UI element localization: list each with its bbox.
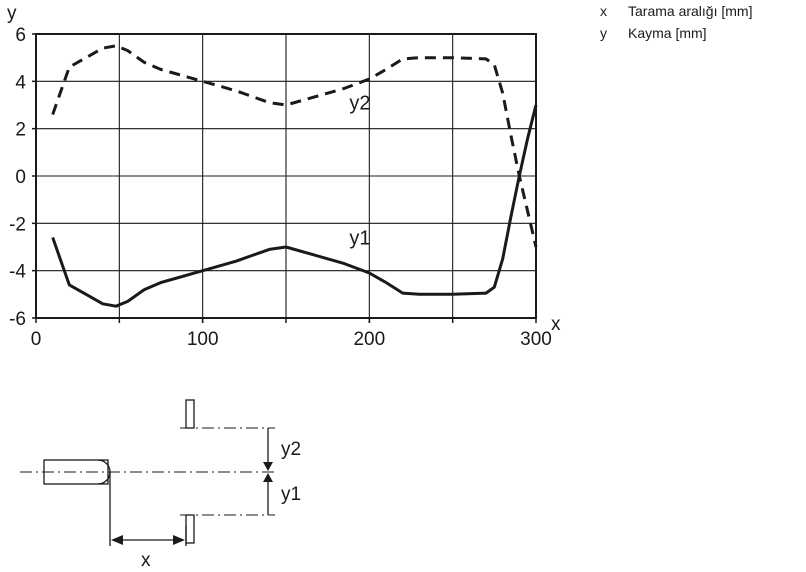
x-tick-label: 300 bbox=[520, 329, 552, 350]
y-tick-label: 0 bbox=[15, 167, 26, 188]
y-tick-label: 2 bbox=[15, 120, 26, 141]
y-tick-label: -6 bbox=[9, 309, 26, 330]
legend: x Tarama aralığı [mm] y Kayma [mm] bbox=[600, 0, 752, 44]
y2-arrowhead bbox=[263, 462, 273, 471]
legend-text: Kayma [mm] bbox=[628, 25, 707, 41]
upper-plate bbox=[185, 399, 195, 429]
y-tick-label: 6 bbox=[15, 25, 26, 46]
y-tick-label: -4 bbox=[9, 262, 26, 283]
y-axis-label: y bbox=[7, 3, 17, 24]
diagram-y1-label: y1 bbox=[281, 484, 301, 505]
series-label-y2: y2 bbox=[349, 93, 370, 115]
series-line-y1 bbox=[51, 104, 538, 308]
legend-item-y: y Kayma [mm] bbox=[600, 22, 752, 44]
chart-series bbox=[51, 44, 538, 308]
x-tick-label: 0 bbox=[31, 329, 42, 350]
line-chart: -6 -4 -2 0 2 4 6 0 100 200 300 y1 y2 x y bbox=[7, 3, 561, 350]
scan-offset-diagram: y2 y1 x bbox=[20, 399, 301, 571]
chart-grid bbox=[36, 34, 536, 318]
lower-plate bbox=[185, 514, 195, 544]
diagram-x-label: x bbox=[141, 550, 151, 571]
y-tick-label: -2 bbox=[9, 214, 26, 235]
series-line-y2 bbox=[51, 44, 538, 248]
axis-ticks: -6 -4 -2 0 2 4 6 0 100 200 300 bbox=[9, 25, 552, 350]
y-tick-label: 4 bbox=[15, 72, 26, 93]
x-tick-label: 100 bbox=[187, 329, 219, 350]
x-arrowhead-left bbox=[111, 535, 123, 545]
y1-arrowhead bbox=[263, 473, 273, 482]
x-axis-label: x bbox=[551, 314, 561, 335]
legend-item-x: x Tarama aralığı [mm] bbox=[600, 0, 752, 22]
series-label-y1: y1 bbox=[349, 228, 370, 250]
x-arrowhead-right bbox=[173, 535, 185, 545]
diagram-y2-label: y2 bbox=[281, 439, 301, 460]
legend-key: x bbox=[600, 3, 607, 19]
legend-key: y bbox=[600, 25, 607, 41]
legend-text: Tarama aralığı [mm] bbox=[628, 3, 753, 19]
series-labels: y1 y2 bbox=[349, 93, 370, 250]
x-tick-label: 200 bbox=[353, 329, 385, 350]
